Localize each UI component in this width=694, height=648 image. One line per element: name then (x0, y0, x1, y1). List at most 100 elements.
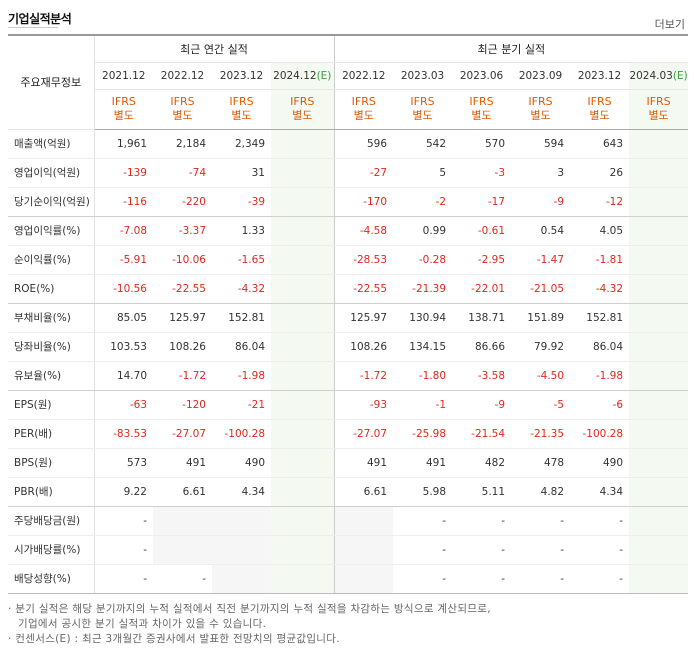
table-row: 주당배당금(원) - - - - - (8, 506, 689, 536)
estimate-mark: (E) (672, 69, 688, 82)
table-cell: -1.72 (334, 361, 394, 391)
table-row: PBR(배) 9.22 6.61 4.34 6.61 5.98 5.11 4.82 4.34 (8, 477, 689, 507)
footnotes: · 분기 실적은 해당 분기까지의 누적 실적에서 직전 분기까지의 누적 실적… (8, 603, 491, 645)
period-header: 2024.03(E) (629, 62, 689, 90)
standard-separate: 별도 (292, 109, 313, 122)
table-cell: -21.35 (511, 419, 571, 449)
corner-label: 주요재무정보 (8, 34, 95, 130)
table-cell (153, 506, 212, 536)
table-cell: -1.72 (153, 361, 212, 391)
more-link[interactable]: 더보기 (654, 18, 685, 31)
table-cell (629, 158, 689, 188)
table-cell (271, 390, 335, 420)
table-cell (271, 187, 335, 217)
table-cell (271, 535, 335, 565)
table-cell: -100.28 (212, 419, 271, 449)
standard-separate: 별도 (530, 109, 551, 122)
footnote-2: 기업에서 공시한 분기 실적과 차이가 있을 수 있습니다. (18, 618, 267, 630)
row-label: 매출액(억원) (8, 129, 95, 159)
table-cell: -100.28 (570, 419, 630, 449)
table-cell: 103.53 (94, 332, 153, 362)
period-header: 2023.06 (452, 62, 512, 90)
table-cell: 596 (334, 129, 394, 159)
table-cell: - (452, 535, 512, 565)
table-cell: 151.89 (511, 303, 571, 333)
row-label: 시가배당률(%) (8, 535, 95, 565)
table-cell: 125.97 (334, 303, 394, 333)
table-cell (212, 506, 271, 536)
row-label: 부채비율(%) (8, 303, 95, 333)
table-cell: - (94, 535, 153, 565)
table-cell: -9 (511, 187, 571, 217)
table-row: PER(배) -83.53 -27.07 -100.28 -27.07 -25.98 -21… (8, 419, 689, 449)
standard-separate: 별도 (589, 109, 610, 122)
table-cell: 0.54 (511, 216, 571, 246)
table-cell: 6.61 (334, 477, 394, 507)
table-cell: -3 (452, 158, 512, 188)
table-cell: 14.70 (94, 361, 153, 391)
table-cell: -93 (334, 390, 394, 420)
table-cell (271, 245, 335, 275)
table-cell: -21.54 (452, 419, 512, 449)
table-cell (271, 216, 335, 246)
row-label: 유보율(%) (8, 361, 95, 391)
table-cell: 5 (393, 158, 453, 188)
table-cell: -28.53 (334, 245, 394, 275)
row-label: 영업이익률(%) (8, 216, 95, 246)
table-cell: -22.01 (452, 274, 512, 304)
table-cell: -1.47 (511, 245, 571, 275)
table-cell: 86.66 (452, 332, 512, 362)
table-cell: 6.61 (153, 477, 212, 507)
standard-header: IFRS 별도 (212, 89, 271, 130)
table-cell: 0.99 (393, 216, 453, 246)
period-header: 2022.12 (153, 62, 212, 90)
table-cell: - (452, 564, 512, 594)
table-cell: 108.26 (153, 332, 212, 362)
table-cell (212, 535, 271, 565)
table-cell: - (94, 506, 153, 536)
table-cell: 643 (570, 129, 630, 159)
table-cell: -22.55 (153, 274, 212, 304)
table-cell: -9 (452, 390, 512, 420)
table-cell: -170 (334, 187, 394, 217)
table-cell: -27 (334, 158, 394, 188)
table-cell: - (393, 506, 453, 536)
table-cell: 570 (452, 129, 512, 159)
table-cell: 573 (94, 448, 153, 478)
table-cell: 490 (570, 448, 630, 478)
table-cell: 491 (334, 448, 394, 478)
row-label: PBR(배) (8, 477, 95, 507)
table-cell: 86.04 (570, 332, 630, 362)
table-cell: 31 (212, 158, 271, 188)
table-cell: - (511, 506, 571, 536)
standard-ifrs: IFRS (469, 95, 494, 108)
table-cell: - (570, 535, 630, 565)
period-header: 2021.12 (94, 62, 153, 90)
table-cell: 4.34 (570, 477, 630, 507)
estimate-mark: (E) (316, 69, 332, 82)
table-row: BPS(원) 573 491 490 491 491 482 478 490 (8, 448, 689, 478)
table-cell: -1.81 (570, 245, 630, 275)
table-cell (629, 506, 689, 536)
row-label: 배당성향(%) (8, 564, 95, 594)
table-cell: -4.50 (511, 361, 571, 391)
table-cell: 594 (511, 129, 571, 159)
table-row: 순이익률(%) -5.91 -10.06 -1.65 -28.53 -0.28 -2.95-… (8, 245, 689, 275)
table-cell: -139 (94, 158, 153, 188)
row-label: BPS(원) (8, 448, 95, 478)
table-cell (629, 332, 689, 362)
table-cell: -1 (393, 390, 453, 420)
table-cell: 2,349 (212, 129, 271, 159)
period-header: 2023.12 (212, 62, 271, 90)
table-row: 배당성향(%) - - - - - - (8, 564, 689, 594)
row-label: 영업이익(억원) (8, 158, 95, 188)
table-cell (271, 274, 335, 304)
table-cell: -83.53 (94, 419, 153, 449)
table-row: 유보율(%) 14.70 -1.72 -1.98 -1.72 -1.80 -3.58 -4.5… (8, 361, 689, 391)
table-cell: -1.98 (212, 361, 271, 391)
table-cell (629, 390, 689, 420)
table-cell (271, 332, 335, 362)
table-cell (271, 158, 335, 188)
table-row: 시가배당률(%) - - - - - (8, 535, 689, 565)
table-cell: -39 (212, 187, 271, 217)
